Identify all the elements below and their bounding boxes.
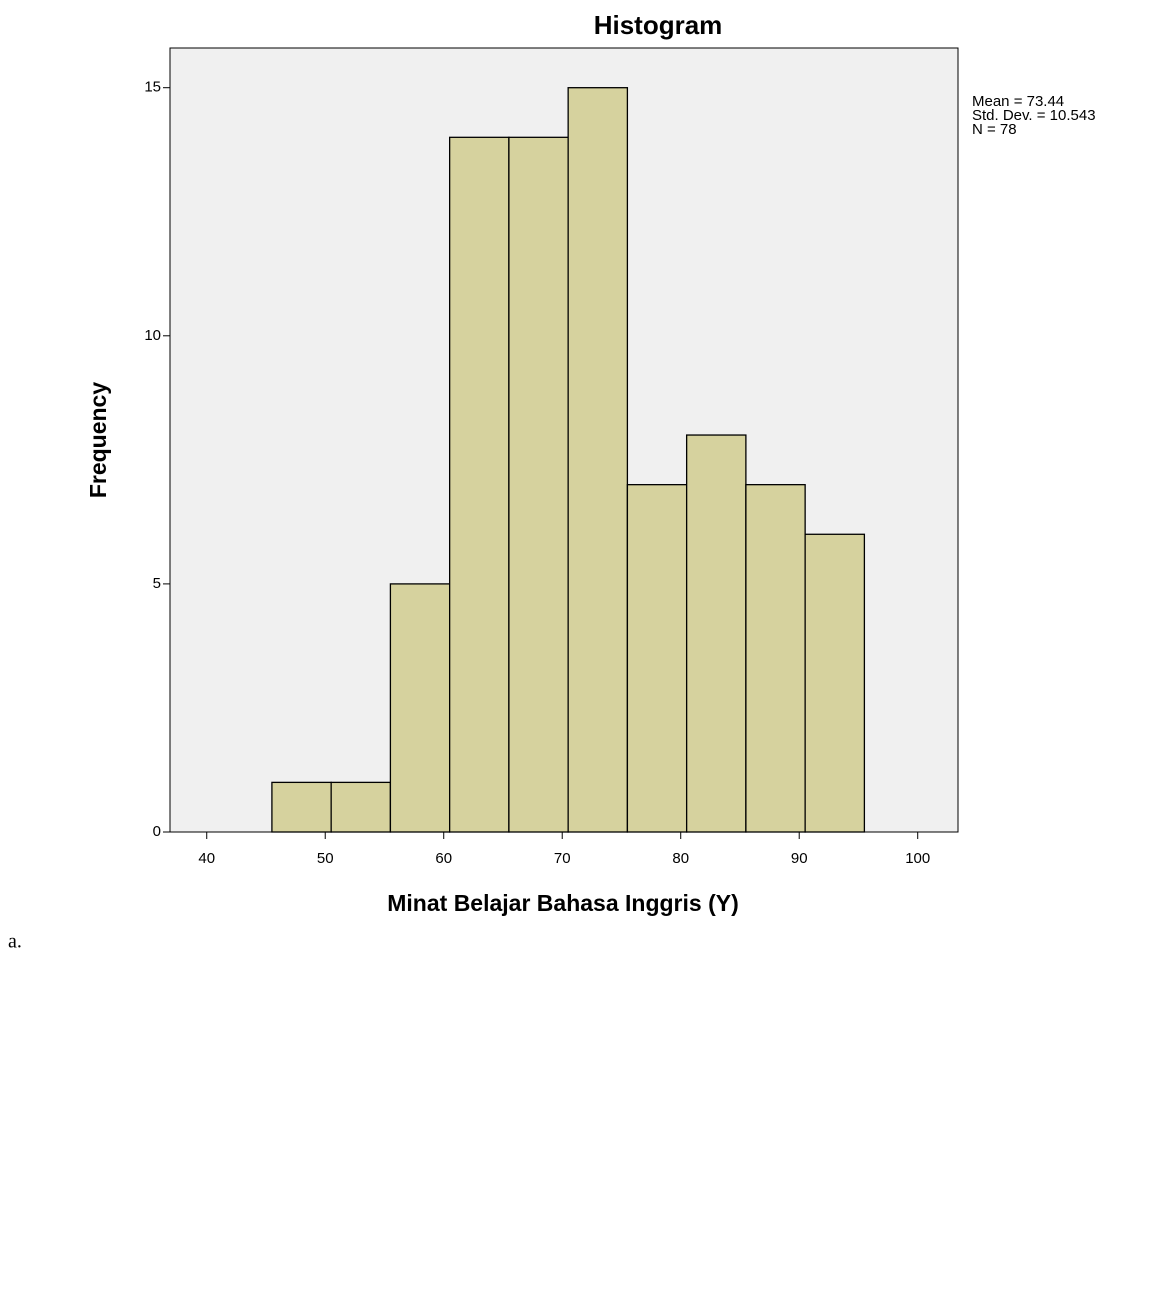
y-tick-label: 0 xyxy=(153,823,161,840)
y-axis-label: Frequency xyxy=(85,382,111,499)
bar xyxy=(272,782,331,832)
x-tick-label: 60 xyxy=(435,850,452,867)
item-marker: a. xyxy=(8,931,22,953)
bar xyxy=(509,137,568,832)
y-tick-label: 10 xyxy=(144,327,161,344)
bar xyxy=(331,782,390,832)
page: {"chart_data": { "type": "histogram", "t… xyxy=(0,0,1163,1304)
bar xyxy=(805,534,864,832)
bar xyxy=(568,88,627,832)
x-tick-label: 50 xyxy=(317,850,334,867)
x-tick-label: 100 xyxy=(905,850,930,867)
stat-text: N = 78 xyxy=(972,121,1017,138)
bar xyxy=(746,485,805,832)
x-tick-label: 90 xyxy=(791,850,808,867)
bar xyxy=(390,584,449,832)
chart: Histogram Minat Belajar Bahasa Inggris (… xyxy=(0,0,1163,1304)
x-axis-label: Minat Belajar Bahasa Inggris (Y) xyxy=(387,890,738,916)
bar xyxy=(450,137,509,832)
chart-title: Histogram xyxy=(594,10,723,40)
y-tick-label: 15 xyxy=(144,79,161,96)
y-tick-label: 5 xyxy=(153,575,161,592)
x-tick-label: 80 xyxy=(672,850,689,867)
bar xyxy=(627,485,686,832)
bar xyxy=(687,435,746,832)
x-tick-label: 70 xyxy=(554,850,571,867)
x-tick-label: 40 xyxy=(198,850,215,867)
